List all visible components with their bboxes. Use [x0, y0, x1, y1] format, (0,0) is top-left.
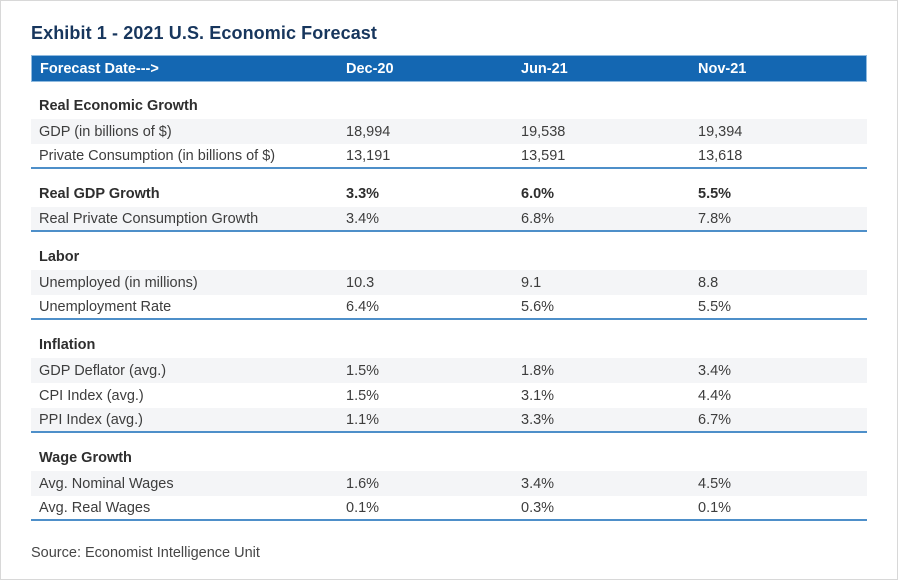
row-value: 3.3% — [521, 411, 555, 428]
page-title: Exhibit 1 - 2021 U.S. Economic Forecast — [31, 23, 378, 43]
section-heading-row: Inflation — [31, 332, 867, 358]
row-value: 1.5% — [346, 362, 380, 379]
row-value: 5.5% — [698, 298, 732, 315]
table-row: Avg. Real Wages 0.1% 0.3% 0.1% — [31, 496, 867, 521]
row-value: 3.4% — [698, 362, 732, 379]
row-value: 0.3% — [521, 499, 555, 516]
row-label: GDP Deflator (avg.) — [39, 362, 167, 379]
header-col-nov-21: Nov-21 — [698, 60, 747, 77]
row-value: 1.6% — [346, 475, 380, 492]
table-section: Labor Unemployed (in millions) 10.3 9.1 8.8 U… — [31, 244, 867, 320]
row-value: 8.8 — [698, 274, 719, 291]
row-value: 5.5% — [698, 186, 732, 202]
row-value: 0.1% — [698, 499, 732, 516]
row-value: 6.4% — [346, 298, 380, 315]
table-row: Private Consumption (in billions of $) 13… — [31, 144, 867, 169]
table-row: Unemployed (in millions) 10.3 9.1 8.8 — [31, 270, 867, 295]
table-header-row: Forecast Date---> Dec-20 Jun-21 Nov-21 — [31, 55, 867, 82]
table-row: Unemployment Rate 6.4% 5.6% 5.5% — [31, 295, 867, 320]
row-value: 0.1% — [346, 499, 380, 516]
table-row: Real Private Consumption Growth 3.4% 6.8% 7… — [31, 207, 867, 232]
row-label: Unemployment Rate — [39, 298, 172, 315]
row-label: GDP (in billions of $) — [39, 123, 172, 140]
forecast-table: Forecast Date---> Dec-20 Jun-21 Nov-21 R… — [31, 55, 867, 533]
source-note: Source: Economist Intelligence Unit — [31, 545, 260, 561]
row-value: 5.6% — [521, 298, 555, 315]
section-heading-row: Wage Growth — [31, 445, 867, 471]
row-label: Avg. Nominal Wages — [39, 475, 174, 492]
row-value: 4.4% — [698, 387, 732, 404]
section-heading: Real GDP Growth — [39, 186, 160, 202]
table-row: Avg. Nominal Wages 1.6% 3.4% 4.5% — [31, 471, 867, 496]
header-col-dec-20: Dec-20 — [346, 60, 394, 77]
row-value: 13,618 — [698, 147, 743, 164]
row-value: 10.3 — [346, 274, 375, 291]
table-section: Real GDP Growth 3.3% 6.0% 5.5% Real Private … — [31, 181, 867, 232]
row-value: 1.8% — [521, 362, 555, 379]
row-label: Unemployed (in millions) — [39, 274, 198, 291]
row-value: 1.1% — [346, 411, 380, 428]
header-forecast-date-label: Forecast Date---> — [40, 60, 159, 77]
row-label: Real Private Consumption Growth — [39, 210, 259, 227]
row-value: 3.4% — [346, 210, 380, 227]
row-value: 13,591 — [521, 147, 566, 164]
row-value: 3.3% — [346, 186, 380, 202]
row-value: 19,538 — [521, 123, 566, 140]
section-heading-row: Real Economic Growth — [31, 93, 867, 119]
section-heading: Labor — [39, 249, 80, 265]
section-heading-row: Real GDP Growth 3.3% 6.0% 5.5% — [31, 181, 867, 207]
row-label: Avg. Real Wages — [39, 499, 151, 516]
header-col-jun-21: Jun-21 — [521, 60, 568, 77]
row-value: 7.8% — [698, 210, 732, 227]
row-value: 1.5% — [346, 387, 380, 404]
row-value: 6.8% — [521, 210, 555, 227]
row-value: 6.7% — [698, 411, 732, 428]
table-section: Inflation GDP Deflator (avg.) 1.5% 1.8% 3.4%… — [31, 332, 867, 433]
table-section: Wage Growth Avg. Nominal Wages 1.6% 3.4% 4.5… — [31, 445, 867, 521]
row-value: 3.4% — [521, 475, 555, 492]
row-value: 3.1% — [521, 387, 555, 404]
row-label: Private Consumption (in billions of $) — [39, 147, 276, 164]
section-heading: Real Economic Growth — [39, 98, 198, 114]
row-label: CPI Index (avg.) — [39, 387, 144, 404]
row-value: 6.0% — [521, 186, 555, 202]
table-section: Real Economic Growth GDP (in billions of … — [31, 93, 867, 169]
section-heading-row: Labor — [31, 244, 867, 270]
row-value: 19,394 — [698, 123, 743, 140]
table-row: PPI Index (avg.) 1.1% 3.3% 6.7% — [31, 408, 867, 433]
row-value: 4.5% — [698, 475, 732, 492]
row-value: 9.1 — [521, 274, 542, 291]
section-heading: Wage Growth — [39, 450, 132, 466]
row-value: 18,994 — [346, 123, 391, 140]
row-label: PPI Index (avg.) — [39, 411, 143, 428]
row-value: 13,191 — [346, 147, 391, 164]
section-heading: Inflation — [39, 337, 96, 353]
table-row: GDP (in billions of $) 18,994 19,538 19,394 — [31, 119, 867, 144]
table-row: GDP Deflator (avg.) 1.5% 1.8% 3.4% — [31, 358, 867, 383]
table-body: Real Economic Growth GDP (in billions of … — [31, 93, 867, 521]
table-row: CPI Index (avg.) 1.5% 3.1% 4.4% — [31, 383, 867, 408]
